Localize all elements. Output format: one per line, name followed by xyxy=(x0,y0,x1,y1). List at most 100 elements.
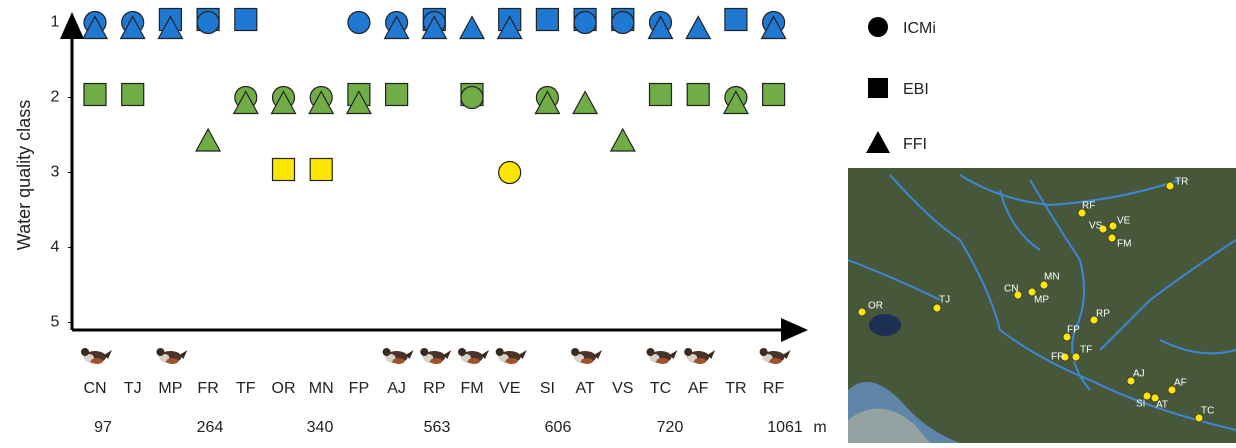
dipper-belly xyxy=(91,358,103,364)
map-site-label: OR xyxy=(868,301,883,312)
ffi-marker xyxy=(573,92,597,114)
y-tick-label: 3 xyxy=(51,164,60,181)
dipper-belly xyxy=(393,358,405,364)
map-site-label: TJ xyxy=(939,295,950,306)
ebi-marker xyxy=(122,84,144,106)
dipper-head xyxy=(496,348,504,356)
map-site-label: AF xyxy=(1174,378,1187,389)
map-site xyxy=(858,308,866,316)
x-tick-label: SI xyxy=(540,380,555,397)
altitude-label: 97 xyxy=(94,419,112,436)
ffi-marker xyxy=(686,17,710,39)
map-site-label: MN xyxy=(1044,272,1060,283)
map-site-label: VS xyxy=(1089,221,1103,232)
ebi-marker xyxy=(235,9,257,31)
x-tick-label: FR xyxy=(197,380,218,397)
map-site-label: FP xyxy=(1067,325,1080,336)
ebi-marker xyxy=(84,84,106,106)
ebi-marker xyxy=(310,159,332,181)
legend-label: FFI xyxy=(903,136,927,153)
ebi-marker xyxy=(725,9,747,31)
icmi-marker xyxy=(197,12,219,34)
altitude-label: 1061 xyxy=(767,419,803,436)
x-tick-label: AT xyxy=(575,380,594,397)
x-tick-label: RF xyxy=(763,380,785,397)
x-tick-label: TF xyxy=(236,380,256,397)
x-tick-label: AJ xyxy=(387,380,406,397)
icmi-marker xyxy=(612,12,634,34)
x-tick-label: CN xyxy=(83,380,106,397)
x-tick-label: RP xyxy=(423,380,445,397)
dipper-icon xyxy=(571,348,602,364)
map-site-label: SI xyxy=(1136,399,1145,410)
dipper-belly xyxy=(430,358,442,364)
dipper-icon xyxy=(458,348,489,364)
dipper-head xyxy=(647,348,655,356)
x-tick-label: MN xyxy=(309,380,334,397)
dipper-icon xyxy=(156,348,187,364)
altitude-label: 720 xyxy=(657,419,684,436)
x-tick-label: AF xyxy=(688,380,709,397)
ffi-marker xyxy=(611,129,635,151)
map-site-label: RF xyxy=(1082,201,1095,212)
legend-marker xyxy=(868,78,888,98)
legend-marker xyxy=(868,17,888,37)
y-axis-label: Water quality class xyxy=(14,100,34,250)
dipper-head xyxy=(81,348,89,356)
x-tick-label: MP xyxy=(158,380,182,397)
x-tick-label: FM xyxy=(460,380,483,397)
ebi-marker xyxy=(273,159,295,181)
y-tick-label: 4 xyxy=(51,239,60,256)
y-tick-label: 2 xyxy=(51,89,60,106)
dipper-icon xyxy=(420,348,451,364)
dipper-head xyxy=(420,348,428,356)
dipper-icon xyxy=(760,348,791,364)
dipper-head xyxy=(156,348,164,356)
dipper-icon xyxy=(81,348,112,364)
map-site xyxy=(1108,234,1116,242)
altitude-label: 264 xyxy=(197,419,224,436)
dipper-belly xyxy=(468,358,480,364)
icmi-marker xyxy=(499,162,521,184)
map-site-label: TC xyxy=(1201,406,1214,417)
dipper-head xyxy=(760,348,768,356)
dipper-icon xyxy=(647,348,678,364)
map-site-label: CN xyxy=(1004,284,1018,295)
ffi-marker xyxy=(196,129,220,151)
altitude-label: 563 xyxy=(424,419,451,436)
dipper-head xyxy=(383,348,391,356)
map-site-label: FM xyxy=(1117,239,1131,250)
dipper-belly xyxy=(657,358,669,364)
dipper-belly xyxy=(506,358,518,364)
dipper-head xyxy=(684,348,692,356)
dipper-head xyxy=(458,348,466,356)
figure: Water quality class TRRFVSVEFMMNCNMPORTJ… xyxy=(0,0,1236,443)
map-site-label: FR xyxy=(1051,352,1064,363)
dipper-belly xyxy=(694,358,706,364)
legend-label: ICMi xyxy=(903,20,936,37)
altitude-label: 606 xyxy=(545,419,572,436)
x-tick-label: OR xyxy=(272,380,296,397)
y-tick-label: 1 xyxy=(51,14,60,31)
dipper-icon xyxy=(496,348,527,364)
dipper-icon xyxy=(383,348,414,364)
x-tick-label: FP xyxy=(349,380,369,397)
ebi-marker xyxy=(650,84,672,106)
dipper-belly xyxy=(770,358,782,364)
ebi-marker xyxy=(386,84,408,106)
map-site xyxy=(1109,222,1117,230)
dipper-belly xyxy=(166,358,178,364)
map-site-label: MP xyxy=(1034,295,1049,306)
ebi-marker xyxy=(763,84,785,106)
map-site-label: AT xyxy=(1156,400,1168,411)
altitude-label: 340 xyxy=(307,419,334,436)
ebi-marker xyxy=(687,84,709,106)
altitude-unit: m xyxy=(813,419,826,436)
dipper-icon xyxy=(684,348,715,364)
ffi-marker xyxy=(460,17,484,39)
x-tick-label: VS xyxy=(612,380,633,397)
x-tick-label: VE xyxy=(499,380,520,397)
map-site xyxy=(1072,353,1080,361)
legend-label: EBI xyxy=(903,81,929,98)
